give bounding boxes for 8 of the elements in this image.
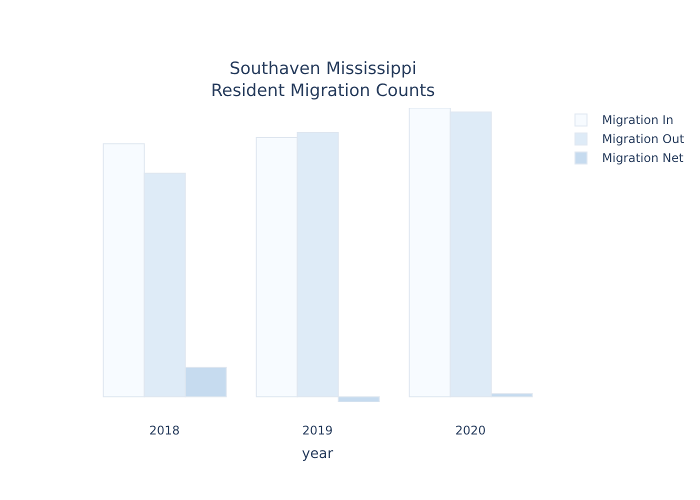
x-tick-label: 2019 — [302, 424, 333, 438]
chart-title: Southaven Mississippi Resident Migration Counts — [210, 58, 436, 102]
x-axis-title: year — [302, 446, 334, 462]
legend-label: Migration Out — [602, 132, 684, 146]
x-tick-label: 2018 — [149, 424, 180, 438]
legend-label: Migration In — [602, 112, 674, 126]
x-tick-label: 2020 — [455, 424, 486, 438]
legend-label: Migration Net — [602, 150, 684, 164]
